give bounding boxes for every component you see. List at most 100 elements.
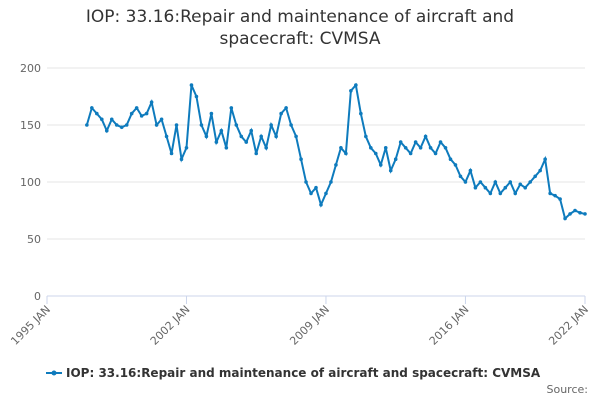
y-tick-label: 0 (34, 290, 41, 303)
point (184, 146, 189, 150)
point (339, 146, 343, 150)
point (264, 146, 268, 150)
point (543, 157, 547, 161)
point (513, 191, 518, 196)
point (289, 123, 293, 127)
point (364, 134, 368, 139)
x-tick-label: 2009 JAN (287, 303, 332, 348)
series-line (85, 82, 586, 221)
point (408, 151, 413, 156)
point (144, 111, 149, 116)
chart-title: IOP: 33.16:Repair and maintenance of air… (85, 7, 515, 49)
point (274, 134, 278, 139)
point (583, 212, 587, 216)
point (229, 106, 234, 110)
point (533, 174, 537, 179)
point (523, 185, 528, 190)
point (498, 191, 503, 196)
source: Source: (547, 383, 589, 396)
point (324, 191, 328, 196)
point (443, 146, 448, 150)
point (378, 163, 383, 167)
point (573, 208, 577, 213)
point (269, 123, 273, 127)
point (254, 151, 259, 156)
point (563, 216, 567, 221)
point (309, 191, 313, 196)
point (85, 123, 89, 127)
point (548, 191, 552, 196)
point (538, 168, 542, 173)
point (483, 185, 488, 190)
y-tick-label: 100 (20, 176, 41, 189)
point (179, 157, 184, 161)
point (473, 185, 478, 190)
point (134, 106, 139, 110)
point (393, 157, 398, 161)
point (129, 111, 134, 116)
point (239, 134, 244, 139)
point (299, 157, 303, 161)
y-tick-label: 50 (27, 233, 41, 246)
point (304, 180, 308, 184)
point (329, 180, 333, 184)
point (403, 146, 408, 150)
point (448, 157, 453, 161)
point (438, 140, 443, 144)
point (344, 151, 348, 156)
x-tick-label: 2022 JAN (546, 303, 591, 348)
point (493, 180, 498, 184)
point (244, 140, 249, 144)
point (95, 111, 99, 116)
point (249, 128, 254, 133)
point (518, 182, 523, 187)
point (189, 83, 194, 87)
point (119, 125, 124, 130)
point (149, 100, 154, 104)
point (279, 111, 283, 116)
point (568, 212, 572, 216)
point (219, 128, 224, 133)
point (503, 185, 508, 190)
x-tick-label: 2016 JAN (427, 303, 472, 348)
point (373, 151, 378, 156)
point (463, 180, 468, 184)
point (104, 128, 109, 133)
point (164, 134, 169, 139)
point (259, 134, 264, 139)
point (553, 193, 557, 198)
point (204, 134, 209, 139)
point (478, 180, 483, 184)
point (124, 123, 129, 127)
point (99, 117, 104, 122)
point (368, 146, 373, 150)
point (294, 134, 298, 139)
point (349, 89, 353, 93)
point (468, 168, 473, 173)
point (558, 197, 562, 201)
point (159, 117, 164, 122)
point (209, 111, 214, 116)
point (428, 146, 433, 150)
point (413, 140, 418, 144)
point (354, 83, 358, 87)
y-tick-label: 200 (20, 62, 41, 75)
point (174, 123, 179, 127)
point (433, 151, 438, 156)
point (284, 106, 288, 110)
legend-label: IOP: 33.16:Repair and maintenance of air… (66, 366, 541, 380)
point (194, 94, 199, 99)
x-tick-label: 1995 JAN (8, 303, 53, 348)
point (418, 146, 423, 150)
point (398, 140, 403, 144)
point (139, 114, 144, 118)
point (458, 174, 463, 179)
x-tick-label: 2002 JAN (148, 303, 193, 348)
point (314, 185, 318, 190)
point (234, 123, 239, 127)
point (224, 146, 229, 150)
point (508, 180, 513, 184)
point (109, 117, 114, 122)
